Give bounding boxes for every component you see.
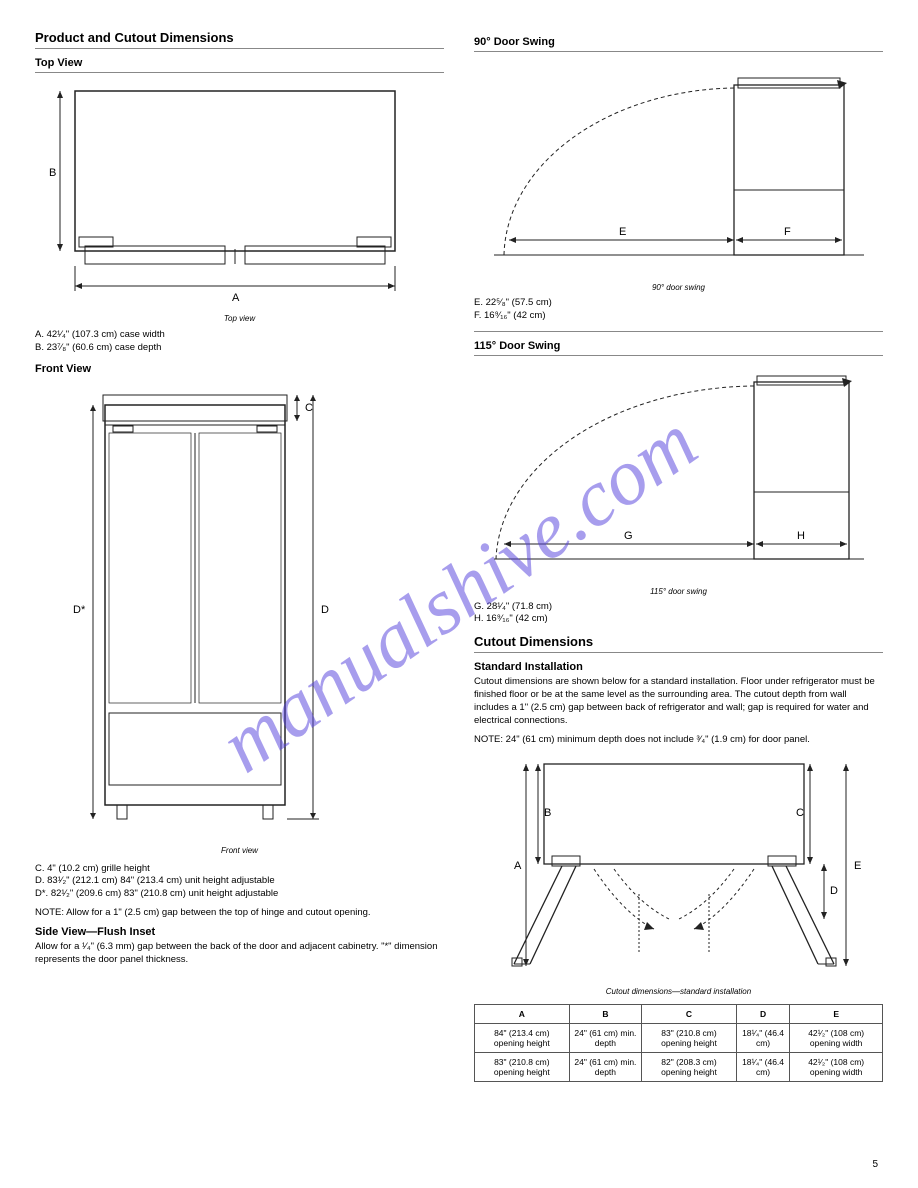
divider (474, 331, 883, 332)
divider (35, 48, 444, 49)
figure-top-view: B A Top view A. 42¹⁄₄" (107.3 cm) case w… (35, 81, 444, 355)
table-row: 83" (210.8 cm) opening height 24" (61 cm… (475, 1053, 883, 1082)
subhead-topview: Top View (35, 57, 444, 69)
svg-text:G: G (624, 530, 633, 542)
th-d: D (736, 1005, 790, 1024)
dims-topview: A. 42¹⁄₄" (107.3 cm) case width B. 23⁷⁄₈… (35, 329, 444, 355)
label-d: D (321, 604, 329, 616)
dims-90swing: E. 22⁵⁄₈" (57.5 cm) F. 16⁹⁄₁₆" (42 cm) (474, 297, 883, 323)
body-cutout: Cutout dimensions are shown below for a … (474, 676, 883, 727)
left-column: Product and Cutout Dimensions Top View B (35, 30, 444, 1082)
subhead-frontview: Front View (35, 363, 444, 375)
dims-115swing: G. 28¹⁄₄" (71.8 cm) H. 16⁹⁄₁₆" (42 cm) (474, 601, 883, 627)
figure-115swing: G H 115° door swing G. 28¹⁄₄" (71.8 cm) … (474, 364, 883, 627)
caption-frontview: Front view (35, 846, 444, 855)
figure-front-view: C D D* Front view (35, 383, 444, 855)
subhead-115swing: 115° Door Swing (474, 340, 883, 352)
text-sideview: Allow for a ¹⁄₄" (6.3 mm) gap between th… (35, 941, 444, 967)
columns: Product and Cutout Dimensions Top View B (35, 30, 883, 1082)
table-row: 84" (213.4 cm) opening height 24" (61 cm… (475, 1024, 883, 1053)
svg-text:C: C (796, 807, 804, 819)
caption-cutout: Cutout dimensions—standard installation (474, 987, 883, 996)
svg-text:A: A (514, 860, 522, 872)
divider (474, 355, 883, 356)
th-b: B (569, 1005, 642, 1024)
th-c: C (642, 1005, 737, 1024)
divider (35, 72, 444, 73)
subhead-90swing: 90° Door Swing (474, 36, 883, 48)
subhead-sideview: Side View—Flush Inset (35, 926, 444, 938)
svg-text:F: F (784, 226, 791, 238)
dimensions-table: A B C D E 84" (213.4 cm) opening height … (474, 1004, 883, 1082)
right-column: 90° Door Swing E (474, 30, 883, 1082)
svg-text:B: B (544, 807, 551, 819)
subhead-standard: Standard Installation (474, 661, 883, 673)
figure-90swing: E F 90° door swing E. 22⁵⁄₈" (57.5 cm) F… (474, 60, 883, 323)
svg-text:E: E (854, 860, 861, 872)
caption-topview: Top view (35, 314, 444, 323)
note-cutout: NOTE: 24" (61 cm) minimum depth does not… (474, 734, 883, 747)
svg-text:H: H (797, 530, 805, 542)
table-header-row: A B C D E (475, 1005, 883, 1024)
divider (474, 51, 883, 52)
dims-frontview: C. 4" (10.2 cm) grille height D. 83¹⁄₂" … (35, 863, 444, 901)
label-dstar: D* (73, 604, 86, 616)
th-e: E (790, 1005, 883, 1024)
figure-cutout: A B C D E C (474, 754, 883, 996)
label-c: C (305, 402, 313, 414)
caption-115swing: 115° door swing (474, 587, 883, 596)
note-frontview: NOTE: Allow for a 1" (2.5 cm) gap betwee… (35, 907, 444, 920)
th-a: A (475, 1005, 570, 1024)
page-number: 5 (872, 1159, 878, 1170)
caption-90swing: 90° door swing (474, 283, 883, 292)
label-a: A (232, 292, 240, 304)
svg-text:D: D (830, 885, 838, 897)
divider (474, 652, 883, 653)
svg-text:E: E (619, 226, 626, 238)
label-b: B (49, 167, 56, 179)
heading-cutout: Cutout Dimensions (474, 634, 883, 649)
left-heading: Product and Cutout Dimensions (35, 30, 444, 45)
